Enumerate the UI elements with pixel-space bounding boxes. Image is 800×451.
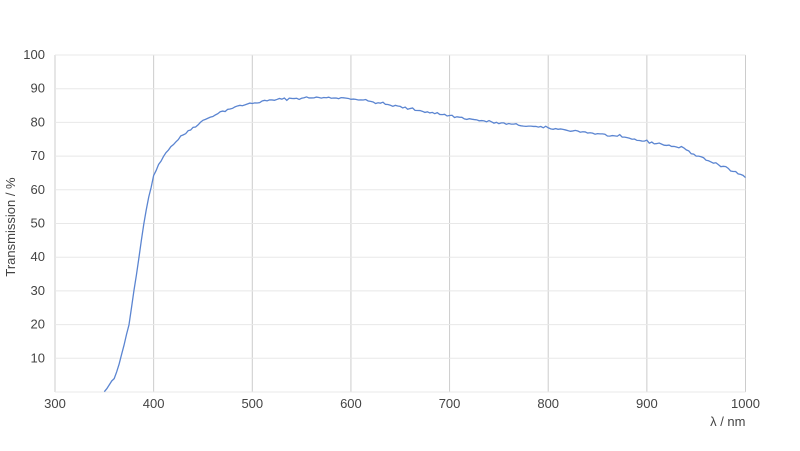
svg-text:λ / nm: λ / nm xyxy=(710,414,745,429)
svg-text:50: 50 xyxy=(31,216,45,231)
svg-text:500: 500 xyxy=(241,396,263,411)
svg-text:40: 40 xyxy=(31,249,45,264)
svg-text:700: 700 xyxy=(439,396,461,411)
svg-text:900: 900 xyxy=(636,396,658,411)
svg-text:30: 30 xyxy=(31,283,45,298)
svg-text:100: 100 xyxy=(23,47,45,62)
svg-text:70: 70 xyxy=(31,148,45,163)
svg-text:600: 600 xyxy=(340,396,362,411)
svg-text:400: 400 xyxy=(143,396,165,411)
svg-text:90: 90 xyxy=(31,81,45,96)
svg-text:Transmission / %: Transmission / % xyxy=(3,177,18,277)
svg-text:10: 10 xyxy=(31,350,45,365)
svg-text:80: 80 xyxy=(31,114,45,129)
svg-text:20: 20 xyxy=(31,317,45,332)
svg-text:1000: 1000 xyxy=(731,396,760,411)
svg-text:60: 60 xyxy=(31,182,45,197)
svg-text:300: 300 xyxy=(44,396,66,411)
svg-text:800: 800 xyxy=(537,396,559,411)
